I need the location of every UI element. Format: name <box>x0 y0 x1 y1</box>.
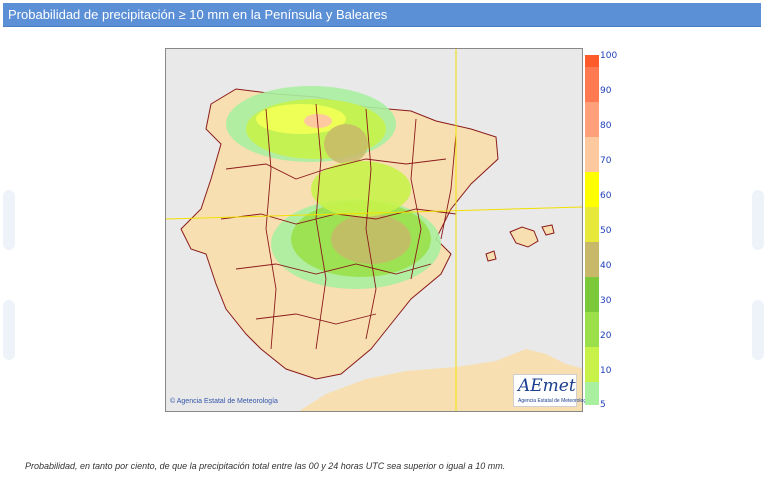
legend-swatch-80 <box>585 102 599 137</box>
aemet-logo: AEmet Agencia Estatal de Meteorología <box>513 374 590 407</box>
copyright-icon: © <box>170 398 176 405</box>
france-area <box>316 49 582 134</box>
legend-swatch-10 <box>585 347 599 382</box>
legend-label-20: 20 <box>600 331 612 341</box>
precipitation-map[interactable] <box>165 48 583 412</box>
legend-label-60: 60 <box>600 191 612 201</box>
probability-legend <box>585 55 599 405</box>
graticule <box>166 49 582 411</box>
page-header: Probabilidad de precipitación ≥ 10 mm en… <box>3 3 761 27</box>
balearic-islands <box>509 226 539 248</box>
legend-label-5: 5 <box>600 400 606 410</box>
legend-swatch-5 <box>585 382 599 405</box>
page-title: Probabilidad de precipitación ≥ 10 mm en… <box>8 7 388 22</box>
decorative-edge-mark <box>3 190 15 250</box>
precip-zone-70 <box>304 114 332 128</box>
ibiza <box>485 250 497 262</box>
logo-subtitle: Agencia Estatal de Meteorología <box>518 398 591 404</box>
precip-zone-40 <box>324 124 368 164</box>
legend-label-40: 40 <box>600 261 612 271</box>
decorative-edge-mark <box>752 300 764 360</box>
north-africa <box>299 349 582 411</box>
menorca <box>541 224 555 236</box>
legend-swatch-30 <box>585 277 599 312</box>
decorative-edge-mark <box>3 300 15 360</box>
legend-label-30: 30 <box>600 296 612 306</box>
legend-swatch-20 <box>585 312 599 347</box>
legend-label-70: 70 <box>600 156 612 166</box>
decorative-edge-mark <box>752 190 764 250</box>
map-graphic <box>166 49 582 411</box>
legend-label-100: 100 <box>600 51 618 61</box>
legend-label-10: 10 <box>600 366 612 376</box>
map-credit: © Agencia Estatal de Meteorología <box>170 398 278 405</box>
legend-label-80: 80 <box>600 121 612 131</box>
precip-zone-10-north-central <box>311 161 411 217</box>
legend-label-90: 90 <box>600 86 612 96</box>
legend-swatch-50 <box>585 207 599 242</box>
legend-swatch-40 <box>585 242 599 277</box>
legend-label-50: 50 <box>600 226 612 236</box>
legend-swatch-90 <box>585 67 599 102</box>
province-borders <box>220 103 457 350</box>
logo-mark: AEmet <box>518 376 576 396</box>
legend-swatch-70 <box>585 137 599 172</box>
precip-zone-40-central <box>331 214 411 264</box>
map-footnote: Probabilidad, en tanto por ciento, de qu… <box>25 461 506 471</box>
legend-swatch-100 <box>585 55 599 67</box>
legend-swatch-60 <box>585 172 599 207</box>
